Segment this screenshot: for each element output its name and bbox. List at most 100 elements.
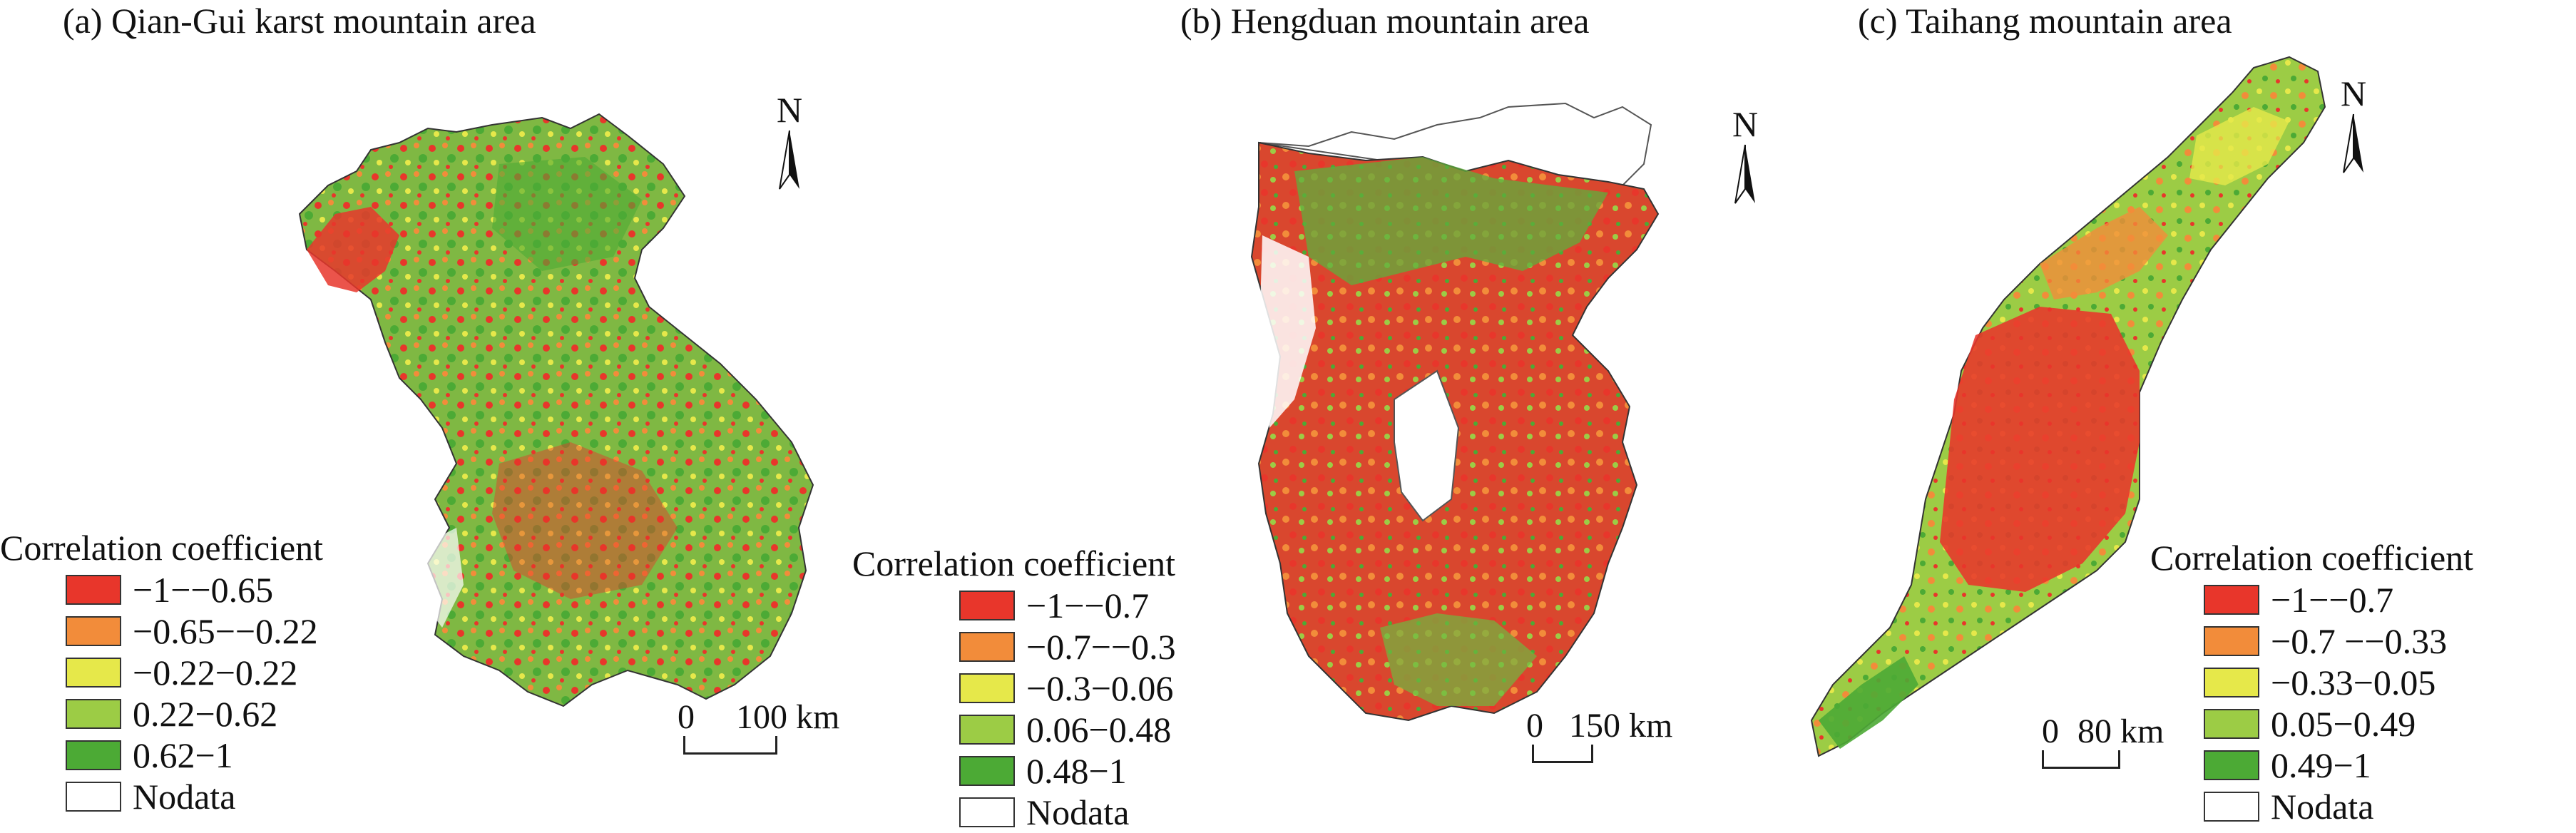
scale-value: 100 km (736, 698, 840, 736)
scale-bar: 0 80 km (2042, 712, 2184, 776)
legend-item: 0.62−1 (66, 735, 323, 776)
north-label: N (2340, 73, 2367, 113)
region-qian-gui-red-northwest (307, 207, 399, 292)
legend: Correlation coefficient −1−−0.65 −0.65−−… (0, 526, 323, 817)
legend-label: Nodata (133, 777, 236, 817)
scale-line (1532, 745, 1593, 763)
legend: Correlation coefficient −1−−0.7 −0.7−−0.… (852, 542, 1176, 833)
legend-item: 0.48−1 (959, 750, 1176, 792)
legend-swatch (959, 797, 1015, 827)
legend-item: −0.65−−0.22 (66, 610, 323, 652)
north-arrow: N (1722, 103, 1768, 210)
region-hengduan-nodata-west (1259, 235, 1316, 428)
north-arrow-icon (779, 130, 799, 190)
map-qian-gui (298, 113, 814, 707)
panel-title: (a) Qian-Gui karst mountain area (63, 1, 536, 41)
legend-swatch (66, 782, 121, 812)
map-taihang (1810, 56, 2326, 757)
legend-title: Correlation coefficient (852, 543, 1176, 583)
legend-swatch (2204, 709, 2259, 739)
legend-item: 0.06−0.48 (959, 709, 1176, 750)
legend-swatch (959, 715, 1015, 745)
legend-label: 0.48−1 (1026, 751, 1127, 791)
map-hengduan (1250, 102, 1660, 722)
region-hengduan-nodata-center (1394, 369, 1460, 522)
legend-item: Nodata (959, 792, 1176, 833)
scale-bar: 0 150 km (1526, 706, 1719, 770)
region-taihang-yellow-north (2189, 107, 2289, 185)
legend-label: 0.49−1 (2271, 745, 2371, 785)
scale-zero: 0 (1526, 707, 1543, 745)
panel-title: (b) Hengduan mountain area (1180, 1, 1590, 41)
legend-swatch (2204, 585, 2259, 615)
legend-swatch (959, 632, 1015, 662)
legend-label: −1−−0.7 (2271, 580, 2394, 620)
legend-swatch (959, 591, 1015, 620)
legend-label: 0.05−0.49 (2271, 704, 2416, 744)
legend-item: 0.05−0.49 (2204, 703, 2473, 745)
scale-line (2042, 750, 2120, 769)
legend-label: 0.22−0.62 (133, 694, 278, 734)
scale-zero: 0 (2042, 712, 2059, 750)
legend-label: −0.33−0.05 (2271, 663, 2436, 702)
legend-swatch (66, 616, 121, 646)
legend-swatch (66, 658, 121, 688)
scale-value: 80 km (2077, 712, 2164, 750)
scale-bar: 0 100 km (678, 697, 856, 762)
legend-swatch (66, 740, 121, 770)
legend-label: −0.7−−0.3 (1026, 627, 1176, 667)
region-qian-gui-nodata-southwest (421, 528, 464, 628)
legend-item: −0.7−−0.3 (959, 626, 1176, 668)
north-arrow-icon (2343, 113, 2363, 173)
north-label: N (776, 90, 803, 130)
panel-title: (c) Taihang mountain area (1858, 1, 2232, 41)
legend-label: −1−−0.65 (133, 570, 274, 610)
legend-label: Nodata (2271, 787, 2374, 827)
legend-label: Nodata (1026, 792, 1130, 832)
north-arrow: N (2331, 73, 2376, 180)
region-taihang-orange-north (2040, 207, 2168, 300)
legend-label: −0.65−−0.22 (133, 611, 318, 651)
legend: Correlation coefficient −1−−0.7 −0.7 −−0… (2150, 536, 2473, 827)
legend-title: Correlation coefficient (2150, 538, 2474, 578)
legend-label: −1−−0.7 (1026, 586, 1150, 625)
legend-swatch (2204, 668, 2259, 697)
legend-swatch (959, 756, 1015, 786)
legend-swatch (66, 575, 121, 605)
region-hengduan-green-north (1294, 157, 1608, 285)
legend-title: Correlation coefficient (0, 528, 324, 568)
panel-hengduan: (b) Hengduan mountain area N Correlation… (852, 0, 1758, 832)
legend-item: −1−−0.7 (959, 585, 1176, 626)
panel-qian-gui: (a) Qian-Gui karst mountain area N Corre… (0, 0, 856, 824)
legend-item: −1−−0.65 (66, 569, 323, 610)
legend-item: −0.3−0.06 (959, 668, 1176, 709)
legend-item: −1−−0.7 (2204, 579, 2473, 620)
legend-swatch (2204, 750, 2259, 780)
scale-line (683, 736, 777, 755)
north-arrow-icon (1734, 144, 1755, 204)
legend-swatch (2204, 792, 2259, 822)
region-qian-gui-green-north (492, 157, 642, 271)
legend-item: −0.33−0.05 (2204, 662, 2473, 703)
legend-item: −0.22−0.22 (66, 652, 323, 693)
legend-item: 0.49−1 (2204, 745, 2473, 786)
region-hengduan-green-south (1380, 613, 1537, 706)
legend-item: −0.7 −−0.33 (2204, 620, 2473, 662)
legend-item: 0.22−0.62 (66, 693, 323, 735)
region-qian-gui-red-center (492, 442, 678, 599)
north-arrow: N (767, 89, 812, 196)
legend-label: −0.7 −−0.33 (2271, 621, 2448, 661)
region-taihang-red-center (1940, 307, 2140, 592)
region-hengduan-nodata-north (1258, 102, 1652, 190)
scale-zero: 0 (678, 698, 695, 736)
region-taihang-green-southwest (1819, 656, 1918, 749)
legend-label: −0.22−0.22 (133, 653, 298, 693)
panel-taihang: (c) Taihang mountain area N Correlation … (1740, 0, 2576, 827)
north-label: N (1732, 104, 1759, 144)
legend-label: 0.06−0.48 (1026, 710, 1172, 750)
legend-item: Nodata (2204, 786, 2473, 827)
legend-swatch (959, 673, 1015, 703)
legend-swatch (2204, 626, 2259, 656)
scale-value: 150 km (1569, 707, 1673, 745)
legend-label: −0.3−0.06 (1026, 668, 1174, 708)
